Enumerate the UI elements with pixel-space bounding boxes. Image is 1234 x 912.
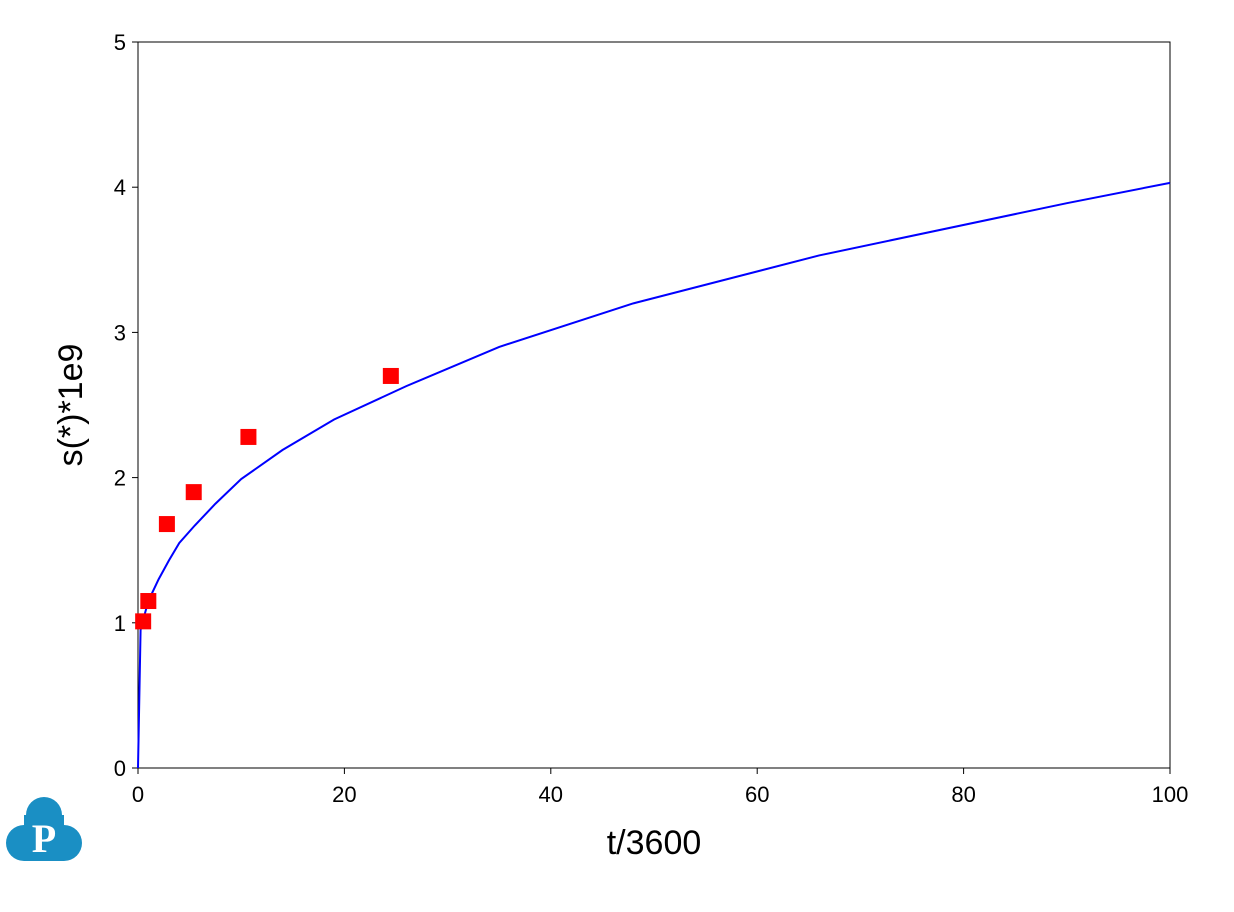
x-tick-label: 40 (539, 782, 563, 807)
y-tick-label: 2 (114, 466, 126, 491)
marker (382, 367, 399, 384)
y-tick-label: 4 (114, 175, 126, 200)
marker (240, 428, 257, 445)
y-tick-label: 1 (114, 611, 126, 636)
plot-frame (137, 41, 1171, 769)
x-tick-label: 80 (951, 782, 975, 807)
x-tick-label: 60 (745, 782, 769, 807)
y-tick-label: 3 (114, 320, 126, 345)
logo: P (6, 797, 82, 861)
y-axis-label: s(*)*1e9 (52, 344, 90, 467)
logo-text: P (32, 816, 56, 861)
line (137, 181, 1171, 769)
marker (158, 516, 175, 533)
marker (185, 484, 202, 501)
marker (135, 613, 152, 630)
x-axis-label: t/3600 (607, 824, 702, 862)
x-tick-label: 0 (132, 782, 144, 807)
x-tick-label: 100 (1152, 782, 1189, 807)
y-tick-label: 0 (114, 756, 126, 781)
x-tick-label: 20 (332, 782, 356, 807)
marker (140, 593, 157, 610)
y-tick-label: 5 (114, 30, 126, 55)
